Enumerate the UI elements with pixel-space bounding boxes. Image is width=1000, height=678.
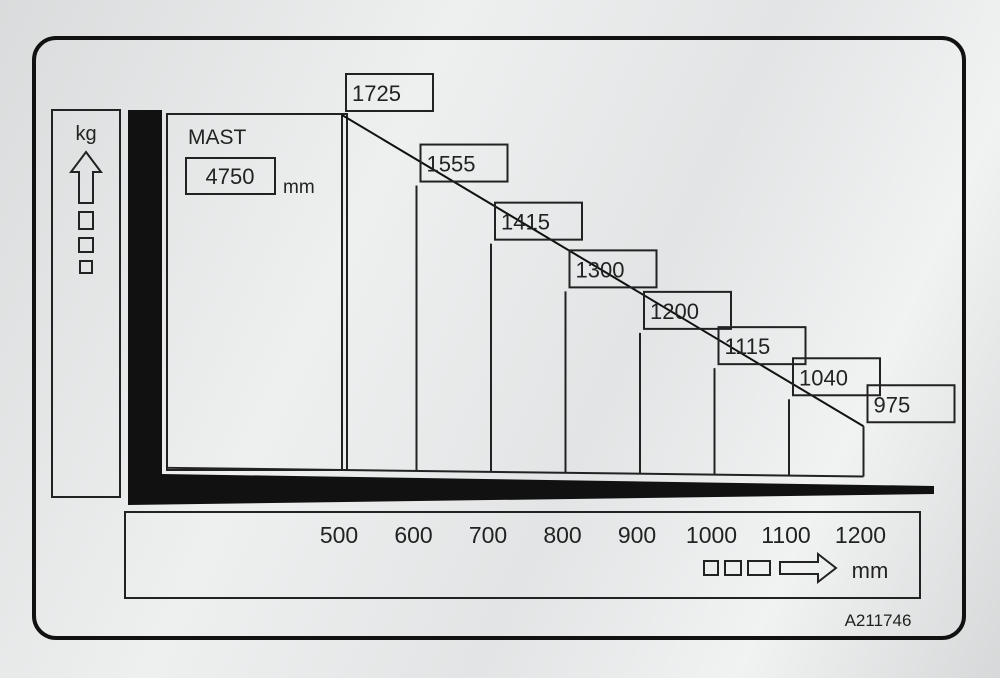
value-label-box <box>792 357 881 397</box>
x-tick-label: 700 <box>469 522 507 548</box>
value-label: 1115 <box>725 334 771 359</box>
value-label: 1725 <box>352 81 401 106</box>
value-label-box <box>494 201 583 241</box>
value-label-box <box>717 326 807 366</box>
plate-border <box>32 36 966 640</box>
y-unit-box <box>51 109 121 498</box>
x-tick-label: 1000 <box>686 522 737 548</box>
x-tick-label: 600 <box>394 522 432 548</box>
mast-height-value: 4750 <box>206 164 255 189</box>
value-label: 1300 <box>576 257 625 282</box>
x-tick-labels: 500 600 700 800 900 1000 1100 1200 <box>320 522 886 548</box>
value-label-box <box>419 143 509 183</box>
x-tick-label: 1100 <box>761 522 810 548</box>
value-label-box <box>568 249 658 289</box>
value-label-box <box>866 384 956 424</box>
value-label: 1040 <box>799 365 848 390</box>
value-label-box <box>345 73 434 112</box>
arrow-right-icon <box>779 551 838 585</box>
digit-boxes-icon-x <box>703 560 771 576</box>
value-label-box <box>643 290 732 330</box>
x-tick-label: 500 <box>320 522 358 548</box>
load-columns <box>166 115 865 478</box>
digit-boxes-icon <box>78 211 94 274</box>
columns-baseline <box>166 466 864 478</box>
plot-frame <box>166 113 348 471</box>
mast-height-box <box>185 157 276 195</box>
value-label: 1200 <box>650 299 699 324</box>
x-unit-label: mm <box>852 558 889 583</box>
arrow-up-icon <box>69 150 103 204</box>
mast-label: MAST <box>188 126 247 149</box>
x-tick-label: 1200 <box>835 522 886 548</box>
y-unit-label: kg <box>75 123 96 145</box>
value-label: 1555 <box>427 152 476 177</box>
x-axis-box <box>124 511 921 599</box>
value-labels: 1725 1555 1415 1300 1200 1115 1040 975 <box>345 73 956 424</box>
value-label: 1415 <box>501 210 550 235</box>
mast-height-unit: mm <box>283 177 315 198</box>
x-tick-label: 900 <box>618 522 656 548</box>
x-tick-label: 800 <box>543 522 581 548</box>
capacity-line <box>341 114 865 428</box>
part-number: A211746 <box>845 611 912 630</box>
value-label: 975 <box>874 392 911 417</box>
